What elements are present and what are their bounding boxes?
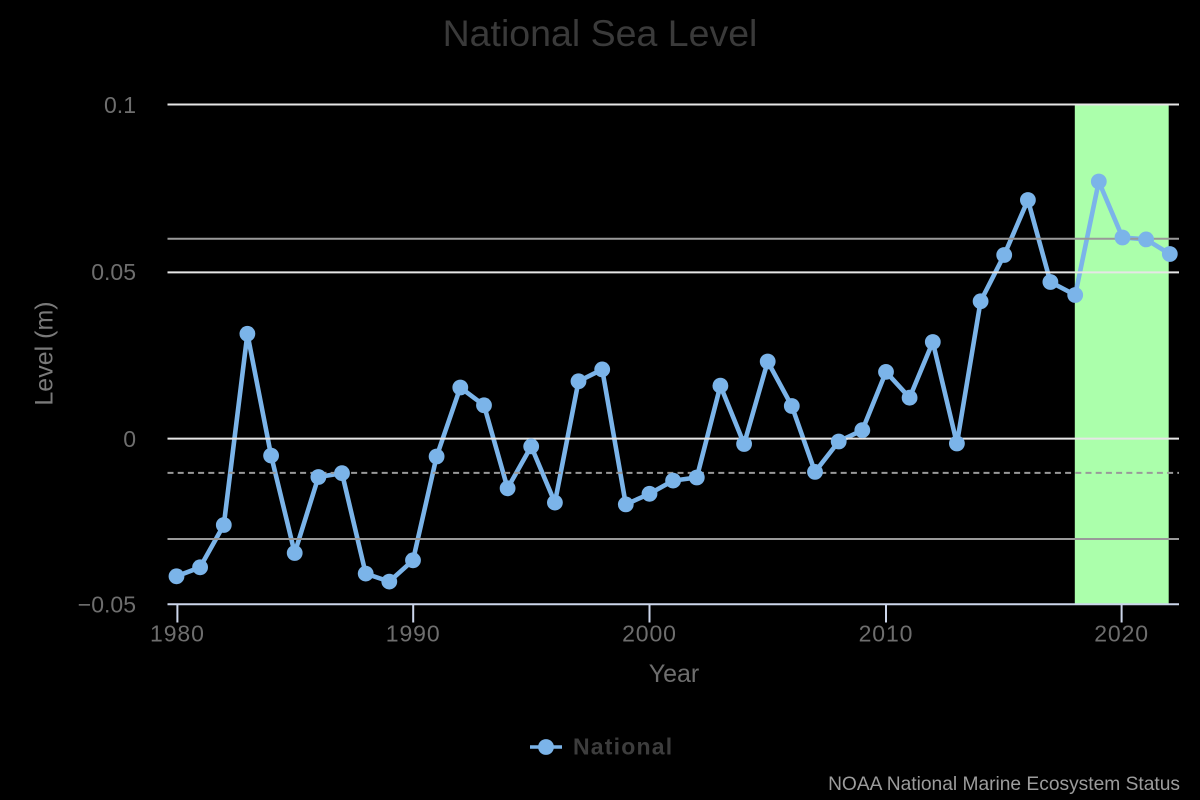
svg-text:Year: Year: [649, 660, 700, 688]
svg-text:−0.05: −0.05: [78, 592, 136, 618]
svg-text:1980: 1980: [150, 621, 205, 647]
svg-text:NOAA National Marine Ecosystem: NOAA National Marine Ecosystem Status: [828, 774, 1180, 795]
svg-text:1990: 1990: [386, 621, 441, 647]
svg-text:2020: 2020: [1094, 621, 1149, 647]
svg-text:National: National: [573, 734, 673, 760]
svg-text:2000: 2000: [622, 621, 677, 647]
svg-text:0.05: 0.05: [91, 259, 136, 285]
svg-text:0.1: 0.1: [104, 92, 136, 118]
svg-text:0: 0: [123, 426, 136, 452]
svg-text:National Sea Level: National Sea Level: [443, 12, 758, 54]
svg-text:Level (m): Level (m): [31, 301, 59, 405]
svg-text:2010: 2010: [859, 621, 914, 647]
